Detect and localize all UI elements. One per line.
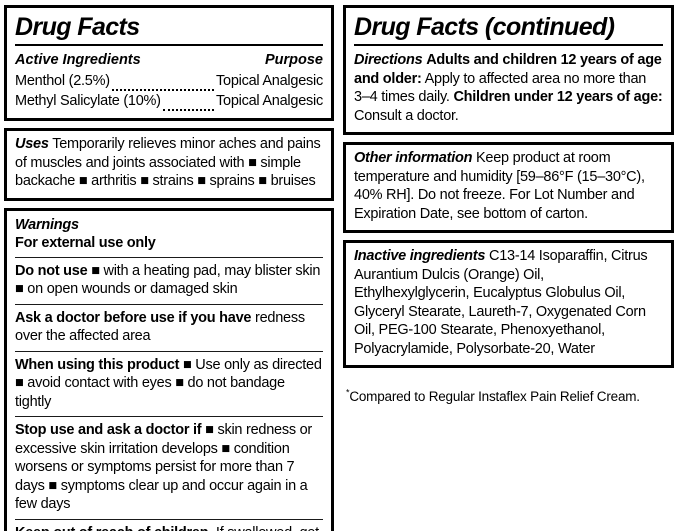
stop-use-text: ■ skin redness or excessive skin irritat… xyxy=(15,422,313,512)
ingredient-row: Menthol (2.5%) Topical Analgesic xyxy=(15,71,323,91)
ingredient-purpose: Topical Analgesic xyxy=(216,93,323,109)
keep-out-of-reach-label: Keep out of reach of children. xyxy=(15,525,212,531)
right-panel: Drug Facts (continued) Directions Adults… xyxy=(343,5,674,405)
left-panel: Drug Facts Active Ingredients Purpose Me… xyxy=(4,5,334,531)
uses-label: Uses xyxy=(15,136,49,152)
drug-facts-continued-box: Drug Facts (continued) Directions Adults… xyxy=(343,5,674,135)
drug-facts-main-box: Drug Facts Active Ingredients Purpose Me… xyxy=(4,5,334,121)
dot-leader xyxy=(162,105,214,111)
ingredient-name: Menthol (2.5%) xyxy=(15,73,110,89)
ingredient-purpose: Topical Analgesic xyxy=(216,73,323,89)
warning-section: Do not use ■ with a heating pad, may bli… xyxy=(15,256,323,304)
directions-adults-text: Apply to affected area no more than 3–4 … xyxy=(354,70,647,106)
active-ingredients-header: Active Ingredients Purpose xyxy=(15,51,323,70)
warning-section: Stop use and ask a doctor if ■ skin redn… xyxy=(15,416,323,519)
stop-use-label: Stop use and ask a doctor if xyxy=(15,422,202,438)
directions-children-text: Consult a doctor. xyxy=(354,107,459,124)
uses-paragraph: Uses Temporarily relieves minor aches an… xyxy=(15,135,323,191)
footnote-text: Compared to Regular Instaflex Pain Relie… xyxy=(349,389,640,404)
do-not-use-label: Do not use xyxy=(15,262,88,279)
uses-box: Uses Temporarily relieves minor aches an… xyxy=(4,128,334,201)
warning-section: When using this product ■ Use only as di… xyxy=(15,350,323,417)
dot-leader xyxy=(111,85,214,91)
warnings-box: Warnings For external use only Do not us… xyxy=(4,207,334,531)
directions-label: Directions xyxy=(354,52,423,68)
external-use-text: For external use only xyxy=(15,234,156,251)
warning-section: Ask a doctor before use if you have redn… xyxy=(15,303,323,351)
ask-doctor-label: Ask a doctor before use if you have xyxy=(15,309,252,326)
drug-facts-title: Drug Facts xyxy=(15,12,323,46)
when-using-label: When using this product xyxy=(15,356,180,373)
directions-paragraph: Directions Adults and children 12 years … xyxy=(354,51,663,125)
other-information-box: Other information Keep product at room t… xyxy=(343,142,674,233)
purpose-label: Purpose xyxy=(264,52,323,68)
inactive-ingredients-text: C13-14 Isoparaffin, Citrus Aurantium Dul… xyxy=(354,248,648,357)
inactive-ingredients-label: Inactive ingredients xyxy=(354,248,486,264)
other-information-label: Other information xyxy=(354,150,473,166)
other-information-text: Keep product at room temperature and hum… xyxy=(354,150,645,222)
comparison-footnote: *Compared to Regular Instaflex Pain Reli… xyxy=(346,388,674,405)
other-information-paragraph: Other information Keep product at room t… xyxy=(354,149,663,223)
warning-section: Keep out of reach of children. If swallo… xyxy=(15,518,323,531)
when-using-text: ■ Use only as directed ■ avoid contact w… xyxy=(15,356,322,410)
uses-text: Temporarily relieves minor aches and pai… xyxy=(15,136,321,189)
directions-children-label: Children under 12 years of age: xyxy=(453,89,663,105)
drug-facts-continued-title: Drug Facts (continued) xyxy=(354,12,663,46)
keep-out-of-reach-text: If swallowed, get medical help or contac… xyxy=(15,525,319,531)
inactive-ingredients-box: Inactive ingredients C13-14 Isoparaffin,… xyxy=(343,240,674,368)
active-ingredients-label: Active Ingredients xyxy=(15,52,141,68)
ingredient-row: Methyl Salicylate (10%) Topical Analgesi… xyxy=(15,91,323,111)
footnote-asterisk: * xyxy=(346,387,350,398)
ask-doctor-text: redness over the affected area xyxy=(15,309,305,345)
warnings-label: Warnings xyxy=(15,216,79,233)
ingredient-name: Methyl Salicylate (10%) xyxy=(15,93,161,109)
directions-adults-label: Adults and children 12 years of age and … xyxy=(354,52,662,87)
inactive-ingredients-paragraph: Inactive ingredients C13-14 Isoparaffin,… xyxy=(354,247,663,358)
do-not-use-text: ■ with a heating pad, may blister skin ■… xyxy=(15,262,321,298)
